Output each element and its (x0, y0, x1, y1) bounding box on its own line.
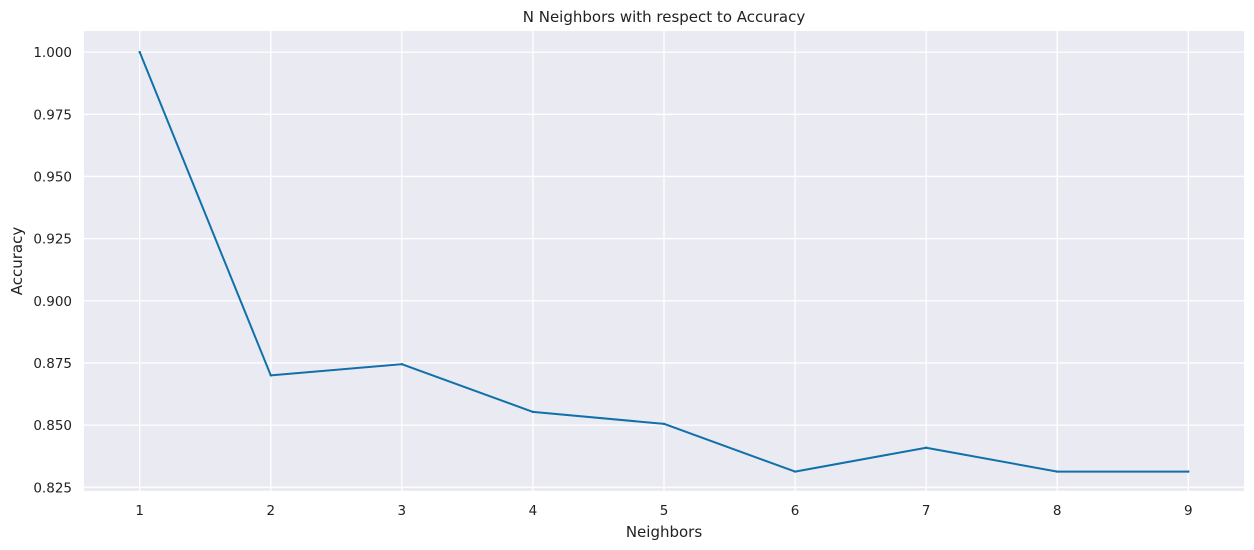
y-tick-label: 0.850 (33, 418, 72, 434)
y-tick-label: 0.925 (33, 232, 72, 248)
y-tick-label: 0.975 (33, 107, 72, 123)
data-point (1187, 470, 1190, 473)
x-tick-label: 4 (529, 503, 538, 519)
y-axis-label: Accuracy (8, 227, 26, 296)
data-point (138, 50, 141, 54)
y-tick-label: 1.000 (33, 45, 72, 61)
x-tick-label: 3 (398, 503, 407, 519)
x-tick-label: 7 (922, 503, 931, 519)
data-point (1056, 470, 1059, 473)
data-point (662, 422, 666, 426)
y-tick-label: 0.900 (33, 294, 72, 310)
grid (84, 31, 1244, 491)
y-tick-label: 0.875 (33, 356, 72, 372)
x-axis-label: Neighbors (626, 523, 703, 541)
data-point (531, 410, 535, 414)
series-layer (138, 50, 1190, 473)
x-tick-label: 2 (266, 503, 275, 519)
x-tick-label: 8 (1053, 503, 1062, 519)
data-point (924, 446, 928, 449)
chart-title: N Neighbors with respect to Accuracy (523, 8, 806, 26)
x-axis-ticks: 1 2 3 4 5 6 7 8 9 (135, 503, 1192, 519)
x-tick-label: 5 (660, 503, 669, 519)
data-point (793, 470, 797, 473)
x-tick-label: 6 (791, 503, 800, 519)
y-tick-label: 0.825 (33, 480, 72, 496)
x-tick-label: 9 (1184, 503, 1193, 519)
data-point (400, 362, 404, 366)
x-tick-label: 1 (135, 503, 144, 519)
data-point (269, 374, 272, 377)
y-tick-label: 0.950 (33, 169, 72, 185)
y-axis-ticks: 0.825 0.850 0.875 0.900 0.925 0.950 0.975 1.000 (33, 45, 72, 496)
